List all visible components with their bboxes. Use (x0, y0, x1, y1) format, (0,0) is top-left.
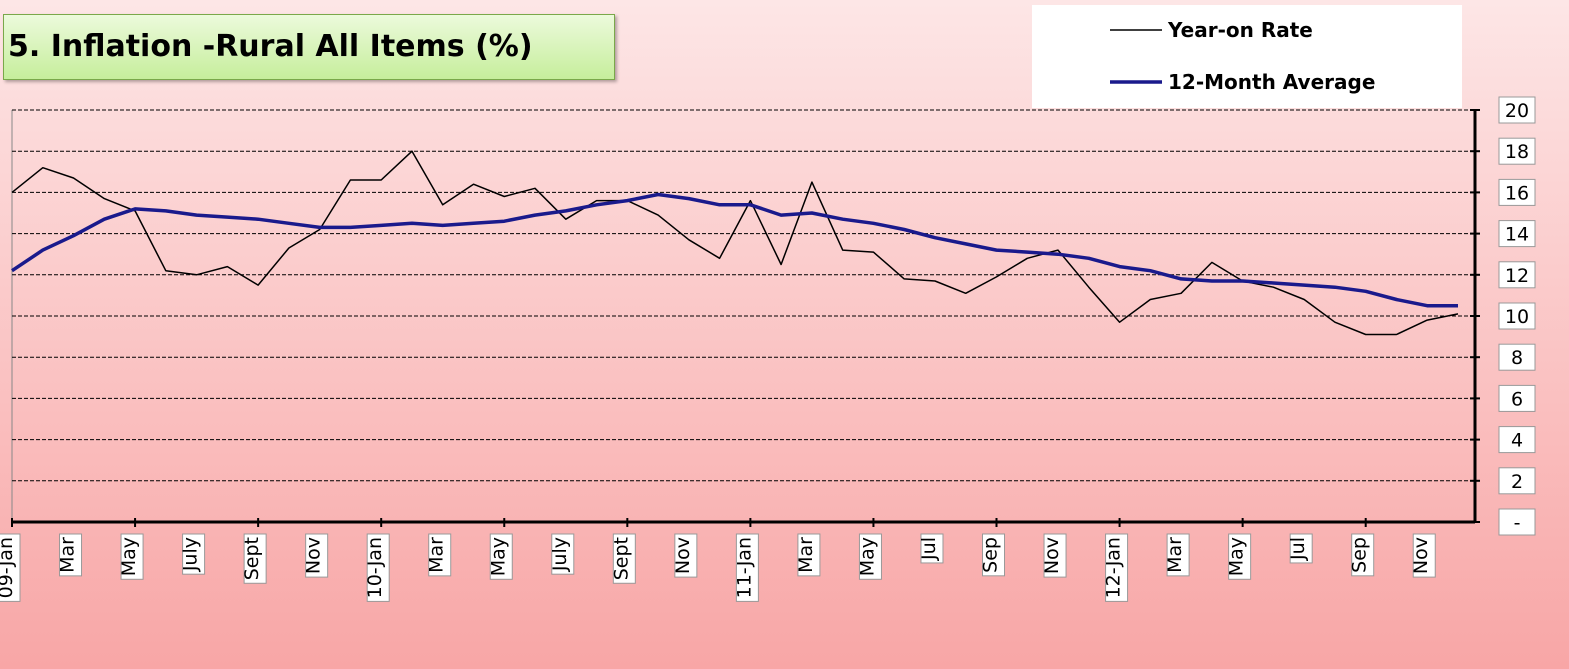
y-tick-label: 12 (1505, 265, 1529, 287)
x-tick-box (305, 533, 329, 578)
x-tick-label: May (856, 537, 878, 576)
x-tick-label: 11-Jan (733, 537, 755, 598)
y-tick-label: 14 (1505, 224, 1529, 246)
y-tick-label: 6 (1511, 388, 1523, 410)
y-tick-box (1498, 467, 1536, 495)
x-tick-label: Nov (672, 537, 694, 574)
x-tick-box (1105, 533, 1129, 602)
series-line (11, 150, 1459, 336)
x-tick-label: Mar (426, 537, 448, 573)
x-tick-label: Nov (1410, 537, 1432, 574)
x-tick-label: May (118, 537, 140, 576)
y-tick-label: 4 (1511, 430, 1523, 452)
x-tick-box (1412, 533, 1436, 578)
x-tick-label: Nov (303, 537, 325, 574)
y-tick-label: 2 (1511, 471, 1523, 493)
y-tick-box (1498, 508, 1536, 536)
legend-label: Year-on Rate (1167, 18, 1313, 42)
x-tick-label: May (1226, 537, 1248, 576)
x-tick-box (489, 533, 513, 580)
x-tick-label: 12-Jan (1103, 537, 1125, 598)
x-tick-box (982, 533, 1006, 577)
x-tick-label: May (487, 537, 509, 576)
x-tick-box (1351, 533, 1375, 577)
x-tick-label: Sept (241, 537, 263, 580)
y-tick-box (1498, 384, 1536, 412)
series-line (11, 192, 1458, 308)
x-tick-box (59, 533, 83, 577)
x-tick-box (797, 533, 821, 577)
x-tick-label: 10-Jan (364, 537, 386, 598)
x-tick-label: Mar (1164, 537, 1186, 573)
x-tick-box (1289, 533, 1313, 564)
x-tick-label: 09-Jan (0, 537, 17, 598)
y-tick-label: - (1514, 512, 1521, 534)
x-tick-label: July (549, 537, 571, 572)
y-tick-box (1498, 137, 1536, 165)
x-tick-box (243, 533, 267, 584)
y-tick-label: 10 (1505, 306, 1529, 328)
x-tick-label: Jul (918, 537, 940, 561)
y-tick-box (1498, 343, 1536, 371)
chart-title: 5. Inflation -Rural All Items (%) (3, 14, 615, 80)
legend-box (1032, 5, 1462, 108)
x-tick-box (920, 533, 944, 564)
x-tick-label: Nov (1041, 537, 1063, 574)
x-tick-box (674, 533, 698, 578)
x-tick-label: Sep (1349, 537, 1371, 573)
x-tick-box (1043, 533, 1067, 578)
y-tick-box (1498, 261, 1536, 289)
x-tick-box (551, 533, 575, 575)
y-tick-box (1498, 96, 1536, 124)
x-tick-box (428, 533, 452, 577)
y-tick-label: 16 (1505, 182, 1529, 204)
x-tick-label: Jul (1287, 537, 1309, 561)
x-tick-box (0, 533, 21, 602)
x-tick-box (120, 533, 144, 580)
x-tick-box (858, 533, 882, 580)
x-tick-label: July (180, 537, 202, 572)
legend-label: 12-Month Average (1168, 70, 1375, 94)
x-tick-label: Mar (57, 537, 79, 573)
x-tick-box (1166, 533, 1190, 577)
y-tick-label: 18 (1505, 141, 1529, 163)
x-tick-box (1228, 533, 1252, 580)
x-tick-box (366, 533, 390, 602)
x-tick-label: Sep (980, 537, 1002, 573)
x-tick-label: Mar (795, 537, 817, 573)
x-tick-label: Sept (610, 537, 632, 580)
x-tick-box (612, 533, 636, 584)
x-tick-box (182, 533, 206, 575)
y-tick-label: 20 (1505, 100, 1529, 122)
y-tick-box (1498, 302, 1536, 330)
y-tick-box (1498, 220, 1536, 248)
y-tick-label: 8 (1511, 347, 1523, 369)
y-tick-box (1498, 426, 1536, 454)
y-tick-box (1498, 178, 1536, 206)
x-tick-box (735, 533, 759, 602)
